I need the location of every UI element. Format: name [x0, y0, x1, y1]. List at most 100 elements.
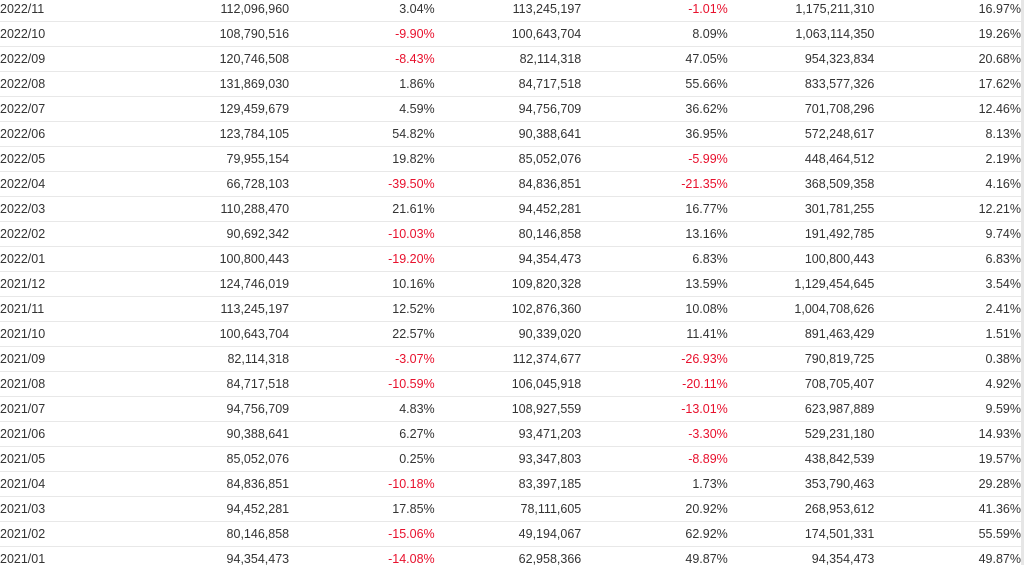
revenue-cell: 82,114,318	[143, 346, 290, 372]
cumulative-yoy-cell: 8.13%	[874, 121, 1021, 147]
revenue-mom-cell: -19.20%	[289, 246, 435, 272]
revenue-cell: 123,784,105	[143, 121, 290, 147]
table-row: 2022/10 108,790,516 -9.90% 100,643,704 8.09%…	[0, 21, 1021, 47]
table-row: 2021/03 94,452,281 17.85% 78,111,605 20.92% 2…	[0, 496, 1021, 522]
revenue-cell: 94,452,281	[143, 496, 290, 522]
prev-year-revenue-cell: 94,756,709	[434, 96, 582, 122]
table-row: 2021/10 100,643,704 22.57% 90,339,020 11.41%…	[0, 321, 1021, 347]
prev-year-revenue-cell: 100,643,704	[434, 21, 582, 47]
revenue-yoy-cell: 1.73%	[581, 471, 728, 497]
table-row: 2022/04 66,728,103 -39.50% 84,836,851 -21.35…	[0, 171, 1021, 197]
cumulative-revenue-cell: 572,248,617	[727, 121, 875, 147]
revenue-cell: 94,756,709	[143, 396, 290, 422]
month-cell: 2022/10	[0, 21, 144, 47]
cumulative-revenue-cell: 891,463,429	[727, 321, 875, 347]
revenue-cell: 100,800,443	[143, 246, 290, 272]
month-cell: 2022/11	[0, 0, 144, 22]
revenue-mom-cell: 1.86%	[289, 71, 435, 97]
table-row: 2021/11 113,245,197 12.52% 102,876,360 10.08…	[0, 296, 1021, 322]
revenue-mom-cell: 0.25%	[289, 446, 435, 472]
prev-year-revenue-cell: 108,927,559	[434, 396, 582, 422]
revenue-mom-cell: -15.06%	[289, 521, 435, 547]
month-cell: 2021/04	[0, 471, 144, 497]
revenue-mom-cell: -10.03%	[289, 221, 435, 247]
revenue-mom-cell: 3.04%	[289, 0, 435, 22]
prev-year-revenue-cell: 93,471,203	[434, 421, 582, 447]
cumulative-yoy-cell: 12.21%	[874, 196, 1021, 222]
month-cell: 2021/08	[0, 371, 144, 397]
prev-year-revenue-cell: 102,876,360	[434, 296, 582, 322]
revenue-yoy-cell: -5.99%	[581, 146, 728, 172]
prev-year-revenue-cell: 94,452,281	[434, 196, 582, 222]
table-row: 2021/06 90,388,641 6.27% 93,471,203 -3.30% 52…	[0, 421, 1021, 447]
cumulative-revenue-cell: 301,781,255	[727, 196, 875, 222]
revenue-cell: 124,746,019	[143, 271, 290, 297]
cumulative-yoy-cell: 12.46%	[874, 96, 1021, 122]
revenue-cell: 84,717,518	[143, 371, 290, 397]
revenue-mom-cell: -9.90%	[289, 21, 435, 47]
month-cell: 2021/02	[0, 521, 144, 547]
revenue-mom-cell: -10.59%	[289, 371, 435, 397]
month-cell: 2022/06	[0, 121, 144, 147]
cumulative-revenue-cell: 174,501,331	[727, 521, 875, 547]
prev-year-revenue-cell: 90,388,641	[434, 121, 582, 147]
cumulative-yoy-cell: 49.87%	[874, 546, 1021, 565]
month-cell: 2022/03	[0, 196, 144, 222]
revenue-cell: 90,692,342	[143, 221, 290, 247]
prev-year-revenue-cell: 106,045,918	[434, 371, 582, 397]
revenue-yoy-cell: -21.35%	[581, 171, 728, 197]
prev-year-revenue-cell: 83,397,185	[434, 471, 582, 497]
cumulative-yoy-cell: 55.59%	[874, 521, 1021, 547]
cumulative-yoy-cell: 19.26%	[874, 21, 1021, 47]
prev-year-revenue-cell: 109,820,328	[434, 271, 582, 297]
cumulative-revenue-cell: 100,800,443	[727, 246, 875, 272]
table-row: 2021/12 124,746,019 10.16% 109,820,328 13.59…	[0, 271, 1021, 297]
prev-year-revenue-cell: 82,114,318	[434, 46, 582, 72]
cumulative-revenue-cell: 1,129,454,645	[727, 271, 875, 297]
revenue-mom-cell: -14.08%	[289, 546, 435, 565]
revenue-cell: 112,096,960	[143, 0, 290, 22]
cumulative-revenue-cell: 701,708,296	[727, 96, 875, 122]
table-row: 2022/02 90,692,342 -10.03% 80,146,858 13.16%…	[0, 221, 1021, 247]
revenue-yoy-cell: 11.41%	[581, 321, 728, 347]
revenue-yoy-cell: 47.05%	[581, 46, 728, 72]
cumulative-revenue-cell: 1,004,708,626	[727, 296, 875, 322]
month-cell: 2021/10	[0, 321, 144, 347]
cumulative-yoy-cell: 16.97%	[874, 0, 1021, 22]
revenue-mom-cell: 10.16%	[289, 271, 435, 297]
cumulative-yoy-cell: 0.38%	[874, 346, 1021, 372]
revenue-cell: 113,245,197	[143, 296, 290, 322]
revenue-cell: 84,836,851	[143, 471, 290, 497]
prev-year-revenue-cell: 113,245,197	[434, 0, 582, 22]
cumulative-revenue-cell: 268,953,612	[727, 496, 875, 522]
month-cell: 2022/04	[0, 171, 144, 197]
cumulative-revenue-cell: 833,577,326	[727, 71, 875, 97]
prev-year-revenue-cell: 84,717,518	[434, 71, 582, 97]
revenue-yoy-cell: 10.08%	[581, 296, 728, 322]
table-row: 2022/07 129,459,679 4.59% 94,756,709 36.62% 7…	[0, 96, 1021, 122]
revenue-yoy-cell: 13.16%	[581, 221, 728, 247]
table-row: 2022/08 131,869,030 1.86% 84,717,518 55.66% 8…	[0, 71, 1021, 97]
revenue-yoy-cell: -26.93%	[581, 346, 728, 372]
revenue-mom-cell: 6.27%	[289, 421, 435, 447]
cumulative-revenue-cell: 529,231,180	[727, 421, 875, 447]
cumulative-revenue-cell: 623,987,889	[727, 396, 875, 422]
revenue-mom-cell: 19.82%	[289, 146, 435, 172]
prev-year-revenue-cell: 78,111,605	[434, 496, 582, 522]
prev-year-revenue-cell: 80,146,858	[434, 221, 582, 247]
month-cell: 2021/12	[0, 271, 144, 297]
month-cell: 2021/03	[0, 496, 144, 522]
month-cell: 2021/01	[0, 546, 144, 565]
vertical-scrollbar[interactable]	[1021, 0, 1024, 565]
cumulative-yoy-cell: 2.19%	[874, 146, 1021, 172]
cumulative-revenue-cell: 94,354,473	[727, 546, 875, 565]
month-cell: 2022/02	[0, 221, 144, 247]
revenue-cell: 100,643,704	[143, 321, 290, 347]
revenue-cell: 110,288,470	[143, 196, 290, 222]
revenue-mom-cell: 21.61%	[289, 196, 435, 222]
table-row: 2022/09 120,746,508 -8.43% 82,114,318 47.05%…	[0, 46, 1021, 72]
table-row: 2021/07 94,756,709 4.83% 108,927,559 -13.01%…	[0, 396, 1021, 422]
cumulative-revenue-cell: 191,492,785	[727, 221, 875, 247]
